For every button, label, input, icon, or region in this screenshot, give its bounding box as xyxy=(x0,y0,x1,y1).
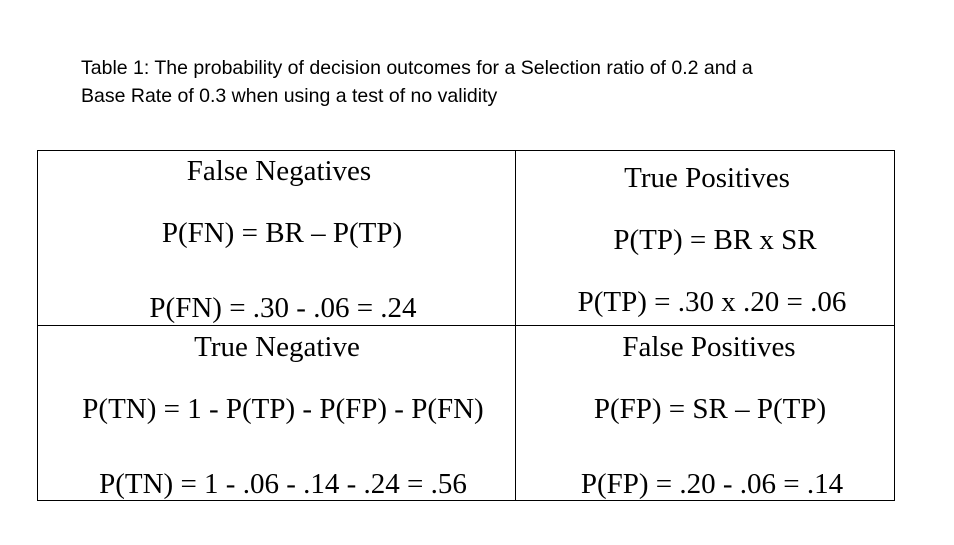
false-negatives-heading: False Negatives xyxy=(186,155,372,187)
table-border-bottom xyxy=(37,500,895,501)
table-caption: Table 1: The probability of decision out… xyxy=(81,54,951,110)
false-positives-heading: False Positives xyxy=(622,331,796,363)
false-positives-computation: P(FP) = .20 - .06 = .14 xyxy=(580,468,844,500)
caption-line-1: Table 1: The probability of decision out… xyxy=(81,57,753,79)
true-negative-computation: P(TN) = 1 - .06 - .14 - .24 = .56 xyxy=(99,468,467,500)
table-divider-horizontal xyxy=(37,325,895,326)
false-negatives-computation: P(FN) = .30 - .06 = .24 xyxy=(149,292,417,324)
true-positives-formula: P(TP) = BR x SR xyxy=(613,224,817,256)
table-border-top xyxy=(37,150,895,151)
false-negatives-formula: P(FN) = BR – P(TP) xyxy=(161,217,403,249)
true-negative-formula: P(TN) = 1 - P(TP) - P(FP) - P(FN) xyxy=(82,393,484,425)
caption-line-2: Base Rate of 0.3 when using a test of no… xyxy=(81,85,498,107)
true-positives-heading: True Positives xyxy=(624,162,790,194)
true-negative-heading: True Negative xyxy=(194,331,360,363)
false-positives-formula: P(FP) = SR – P(TP) xyxy=(593,393,827,425)
true-positives-computation: P(TP) = .30 x .20 = .06 xyxy=(577,286,847,318)
